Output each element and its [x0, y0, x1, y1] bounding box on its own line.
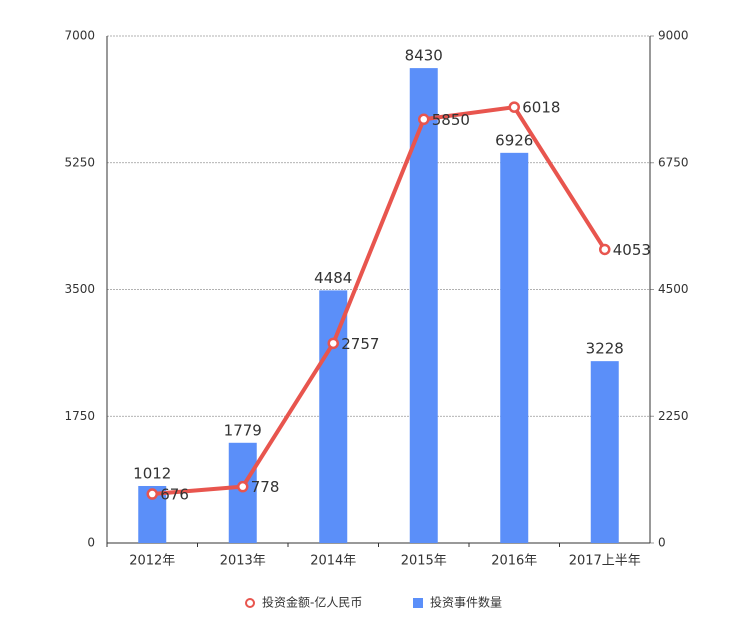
- x-tick-label: 2014年: [310, 554, 356, 569]
- y2-tick-label: 4500: [658, 282, 689, 296]
- bar-label: 1012: [133, 464, 171, 482]
- line-label: 5850: [432, 111, 470, 129]
- line-label: 4053: [613, 241, 651, 259]
- line-marker: [418, 113, 430, 126]
- bar: [228, 442, 257, 543]
- line-marker: [146, 488, 158, 500]
- line-label: 2757: [341, 335, 379, 353]
- x-tick-label: 2016年: [491, 554, 537, 569]
- bar: [500, 152, 529, 543]
- x-tick-label: 2017上半年: [569, 554, 641, 569]
- y-tick-label: 1750: [64, 409, 95, 423]
- bar-label: 8430: [405, 47, 443, 65]
- line: [152, 105, 607, 497]
- legend-label: 投资事件数量: [430, 595, 502, 610]
- y2-tick-label: 0: [658, 536, 666, 550]
- x-tick-label: 2012年: [129, 554, 175, 569]
- legend-marker: [245, 598, 255, 608]
- x-tick-label: 2015年: [401, 554, 447, 569]
- line-marker: [508, 101, 520, 113]
- y-tick-label: 3500: [64, 282, 95, 296]
- y2-tick-label: 9000: [658, 29, 689, 43]
- bar-label: 4484: [314, 269, 352, 287]
- y2-tick-label: 6750: [658, 155, 689, 169]
- line-label: 6018: [522, 99, 560, 117]
- y-tick-label: 7000: [64, 29, 95, 43]
- legend-marker: [413, 598, 423, 608]
- line-marker: [327, 337, 339, 350]
- y2-tick-label: 2250: [658, 409, 689, 423]
- line-label: 778: [251, 478, 280, 496]
- legend-label: 投资金额-亿人民币: [262, 595, 362, 610]
- x-tick-label: 2013年: [220, 554, 266, 569]
- line-marker: [237, 480, 249, 493]
- bar: [319, 290, 348, 543]
- line-label: 676: [160, 486, 189, 504]
- bar-label: 6926: [495, 131, 533, 149]
- y-tick-label: 5250: [64, 155, 95, 169]
- bar-label: 1779: [224, 421, 262, 439]
- bar: [590, 361, 619, 543]
- bar-label: 3228: [586, 340, 624, 358]
- y-tick-label: 0: [87, 536, 95, 550]
- line-marker: [599, 243, 611, 256]
